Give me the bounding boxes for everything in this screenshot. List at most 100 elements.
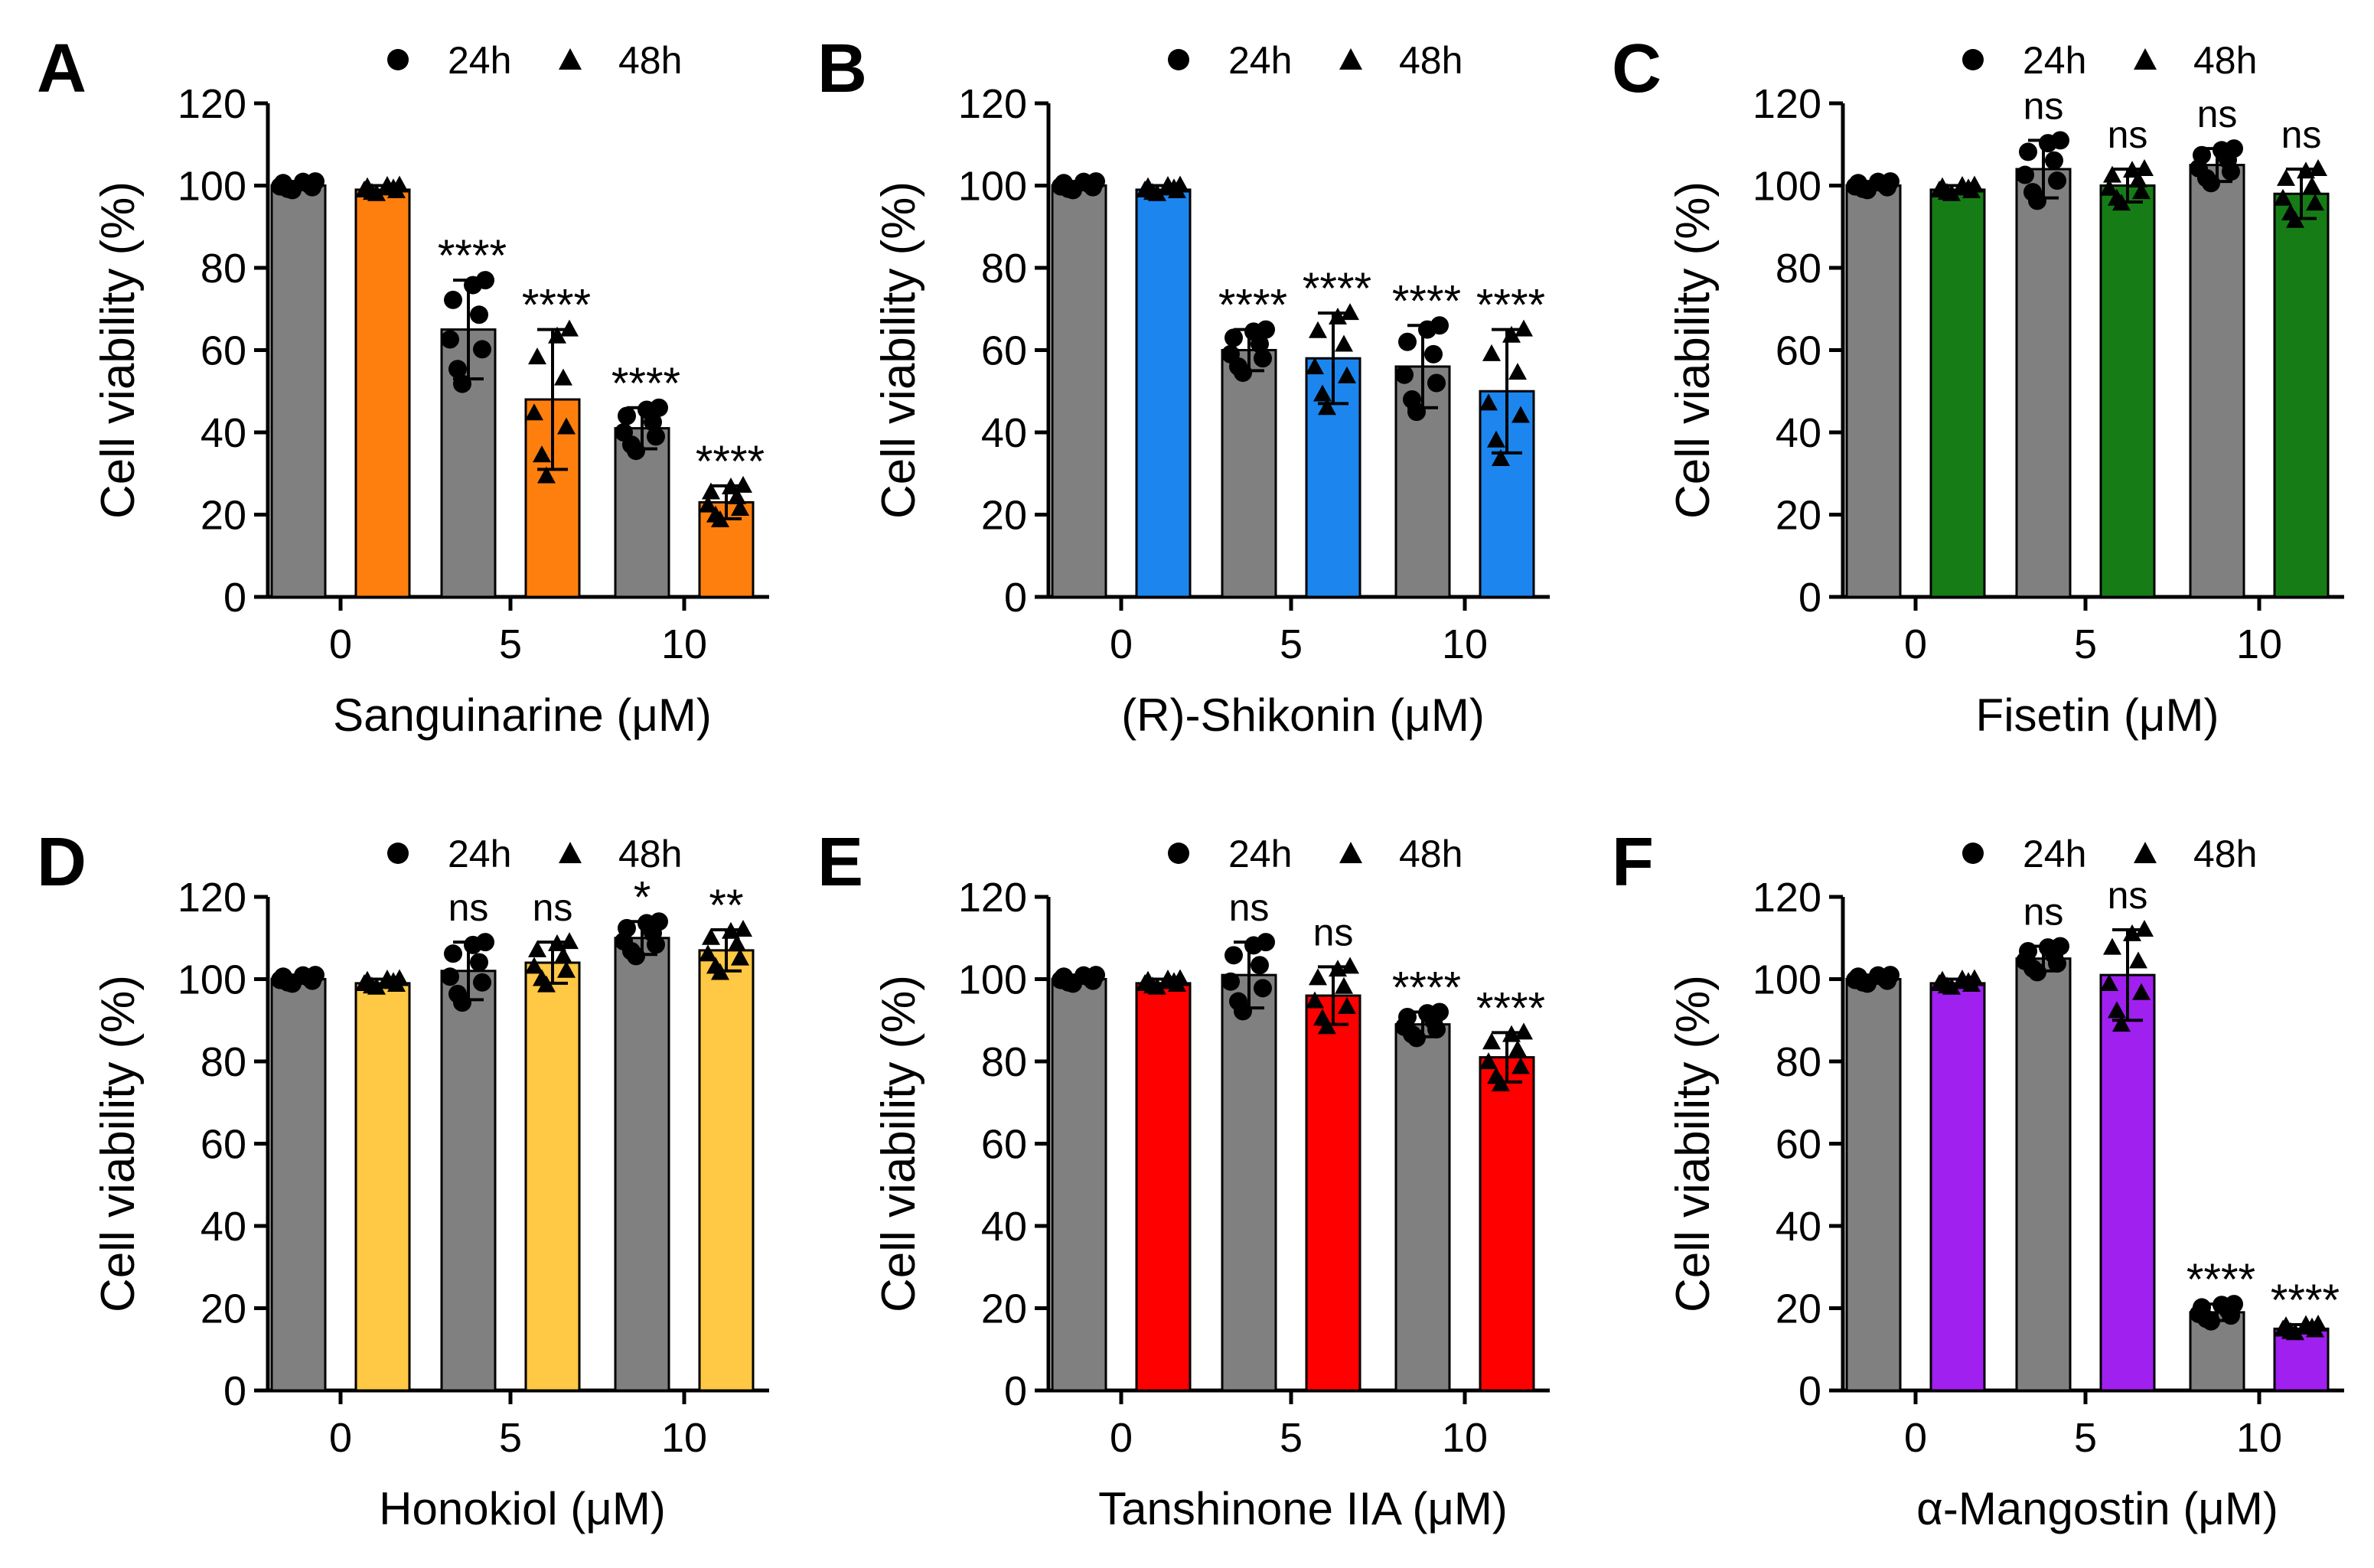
data-point [2045, 945, 2063, 964]
bar [1845, 184, 1902, 598]
bar [1135, 188, 1192, 598]
significance-label: ns [448, 886, 489, 929]
x-tick-label: 5 [1280, 621, 1303, 667]
data-point [706, 505, 725, 523]
data-point [1309, 968, 1327, 986]
bar [1051, 184, 1107, 598]
legend-triangle-icon [1339, 842, 1362, 863]
data-point [384, 972, 403, 989]
data-point [1165, 178, 1183, 196]
data-point [1341, 957, 1359, 974]
y-axis-label: Cell viability (%) [872, 975, 925, 1312]
legend-label: 24h [448, 833, 511, 875]
data-point [2219, 1300, 2237, 1319]
data-point [537, 466, 556, 484]
y-tick-label: 60 [1776, 328, 1821, 374]
y-tick-label: 80 [1776, 1039, 1821, 1085]
data-point [363, 976, 381, 994]
legend-label: 48h [1399, 39, 1463, 82]
data-point [560, 932, 579, 950]
significance-label: ** [709, 881, 743, 931]
data-point [1482, 344, 1501, 361]
y-tick-label: 100 [178, 957, 246, 1003]
y-tick-label: 100 [1753, 164, 1821, 210]
y-tick-label: 120 [1753, 875, 1821, 921]
data-point [622, 435, 641, 455]
bar [1845, 978, 1902, 1392]
significance-label: **** [438, 231, 507, 281]
data-point [702, 482, 720, 500]
data-point [554, 368, 572, 386]
data-point [1143, 183, 1162, 200]
data-point [702, 927, 720, 945]
data-point [1338, 366, 1356, 383]
data-point [533, 969, 551, 986]
data-point [728, 487, 746, 504]
y-tick-label: 40 [201, 410, 246, 456]
data-point [1427, 373, 1446, 393]
y-tick-label: 0 [223, 1368, 246, 1414]
bar [1051, 978, 1107, 1392]
y-tick-label: 0 [1004, 575, 1027, 621]
panel-letter: F [1612, 824, 1654, 901]
data-point [1313, 1009, 1332, 1026]
data-point [448, 360, 467, 379]
data-point [1403, 390, 1421, 409]
y-tick-label: 40 [1776, 410, 1821, 456]
data-point [2023, 959, 2042, 978]
data-point [2306, 194, 2324, 211]
x-tick-label: 5 [499, 621, 522, 667]
data-point [2108, 188, 2126, 206]
significance-label: **** [1303, 264, 1371, 314]
y-tick-label: 60 [201, 1122, 246, 1168]
data-point [1229, 357, 1247, 376]
data-point [1306, 991, 1324, 1009]
bar [698, 949, 755, 1392]
y-axis-label: Cell viability (%) [1667, 181, 1720, 519]
legend-circle-icon [387, 49, 409, 70]
data-point [1165, 972, 1183, 989]
x-axis-label: Honokiol (μM) [379, 1483, 666, 1534]
data-point [1229, 992, 1247, 1011]
bar [2099, 973, 2156, 1392]
y-tick-label: 60 [981, 1122, 1027, 1168]
data-point [2103, 937, 2121, 955]
data-point [622, 941, 641, 960]
x-tick-label: 10 [2236, 1415, 2282, 1461]
data-point [1251, 956, 1269, 975]
data-point [470, 305, 488, 324]
data-point [473, 973, 491, 992]
significance-label: * [634, 872, 651, 922]
x-tick-label: 0 [1110, 621, 1133, 667]
significance-label: **** [696, 437, 765, 487]
legend-label: 24h [2023, 833, 2086, 875]
data-point [464, 935, 482, 954]
data-point [1508, 1039, 1527, 1057]
bar [1135, 982, 1192, 1392]
data-point [2132, 983, 2151, 1000]
y-tick-label: 20 [1776, 1286, 1821, 1332]
bar [1221, 973, 1277, 1392]
y-tick-label: 120 [958, 875, 1027, 921]
data-point [644, 412, 662, 432]
significance-label: ns [533, 886, 573, 929]
data-point [1309, 321, 1327, 338]
data-point [722, 478, 740, 495]
legend-triangle-icon [559, 48, 582, 70]
y-tick-label: 20 [981, 493, 1027, 539]
data-point [1341, 303, 1359, 321]
data-point [560, 319, 579, 337]
data-point [2303, 1317, 2321, 1335]
data-point [2019, 142, 2037, 161]
x-tick-label: 10 [1442, 1415, 1488, 1461]
x-axis-label: α-Mangostin (μM) [1916, 1483, 2278, 1534]
data-point [1938, 976, 1956, 994]
y-tick-label: 120 [178, 81, 246, 127]
bar [354, 982, 411, 1392]
data-point [1854, 973, 1872, 992]
y-tick-label: 120 [1753, 81, 1821, 127]
significance-label: ns [2108, 113, 2148, 156]
legend-label: 24h [1228, 833, 1292, 875]
data-point [554, 946, 572, 963]
data-point [1482, 1032, 1501, 1050]
